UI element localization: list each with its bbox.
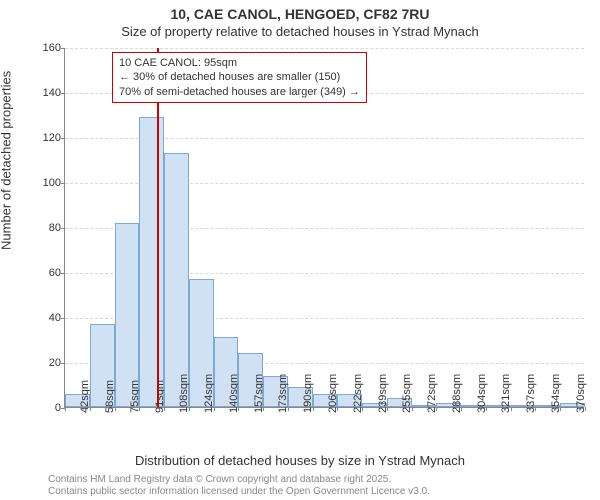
plot-area: 02040608010012014016042sqm58sqm75sqm91sq… — [64, 48, 584, 408]
x-axis-label: Distribution of detached houses by size … — [0, 453, 600, 468]
x-tick-mark — [412, 407, 413, 411]
x-tick-mark — [139, 407, 140, 411]
x-tick-mark — [560, 407, 561, 411]
y-axis-label: Number of detached properties — [0, 71, 14, 250]
y-tick-mark — [61, 183, 65, 184]
x-tick-mark — [115, 407, 116, 411]
x-tick-mark — [263, 407, 264, 411]
x-tick-mark — [313, 407, 314, 411]
x-tick-mark — [486, 407, 487, 411]
y-tick-mark — [61, 363, 65, 364]
y-tick-label: 120 — [43, 132, 61, 144]
annotation-line1: 10 CAE CANOL: 95sqm — [119, 56, 360, 70]
x-tick-mark — [511, 407, 512, 411]
x-tick-mark — [288, 407, 289, 411]
y-tick-mark — [61, 138, 65, 139]
x-tick-mark — [238, 407, 239, 411]
x-tick-mark — [535, 407, 536, 411]
y-tick-label: 60 — [49, 267, 61, 279]
y-tick-mark — [61, 273, 65, 274]
y-tick-mark — [61, 48, 65, 49]
annotation-box: 10 CAE CANOL: 95sqm← 30% of detached hou… — [112, 52, 367, 103]
x-tick-mark — [585, 407, 586, 411]
x-tick-mark — [461, 407, 462, 411]
y-tick-label: 160 — [43, 42, 61, 54]
footnote: Contains HM Land Registry data © Crown c… — [48, 474, 430, 498]
x-tick-mark — [164, 407, 165, 411]
footnote-line1: Contains HM Land Registry data © Crown c… — [48, 474, 430, 486]
x-tick-mark — [189, 407, 190, 411]
y-tick-label: 40 — [49, 312, 61, 324]
gridline — [65, 48, 584, 49]
y-tick-mark — [61, 318, 65, 319]
x-tick-mark — [436, 407, 437, 411]
chart-title-address: 10, CAE CANOL, HENGOED, CF82 7RU — [0, 6, 600, 22]
x-tick-mark — [387, 407, 388, 411]
y-tick-mark — [61, 93, 65, 94]
annotation-line3: 70% of semi-detached houses are larger (… — [119, 85, 360, 99]
x-tick-mark — [214, 407, 215, 411]
footnote-line2: Contains public sector information licen… — [48, 486, 430, 498]
x-tick-mark — [337, 407, 338, 411]
histogram-bar — [139, 117, 164, 407]
histogram-bar — [164, 153, 189, 407]
y-tick-label: 80 — [49, 222, 61, 234]
x-tick-mark — [362, 407, 363, 411]
x-tick-mark — [90, 407, 91, 411]
y-tick-mark — [61, 228, 65, 229]
y-tick-label: 100 — [43, 177, 61, 189]
annotation-line2: ← 30% of detached houses are smaller (15… — [119, 70, 360, 84]
y-tick-label: 20 — [49, 357, 61, 369]
chart-container: 10, CAE CANOL, HENGOED, CF82 7RU Size of… — [0, 0, 600, 500]
chart-subtitle: Size of property relative to detached ho… — [0, 24, 600, 39]
x-tick-mark — [65, 407, 66, 411]
y-tick-label: 140 — [43, 87, 61, 99]
